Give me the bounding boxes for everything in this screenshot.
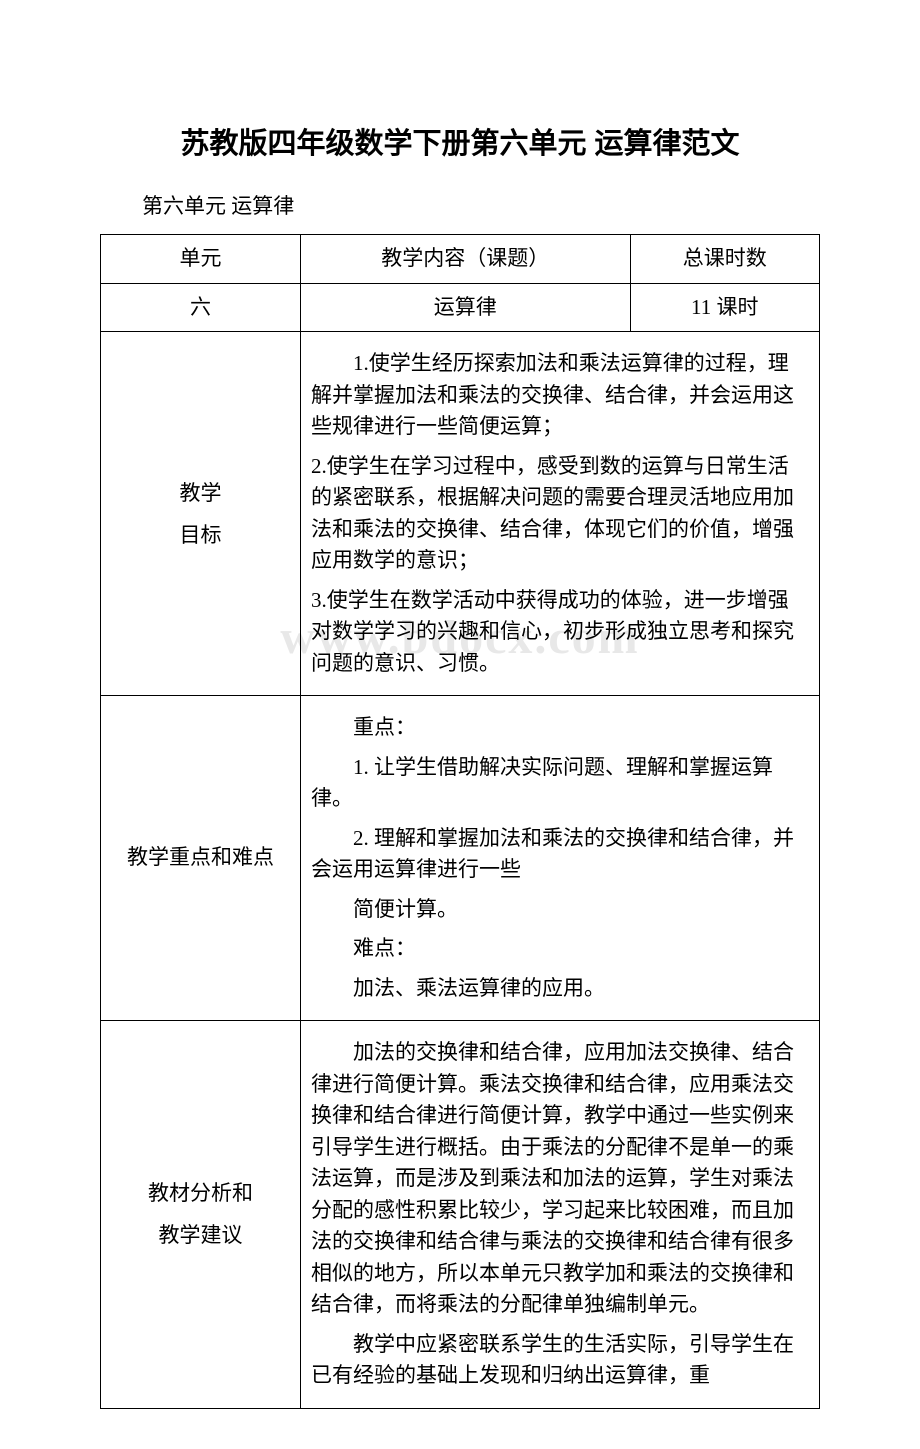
goals-content: 1.使学生经历探索加法和乘法运算律的过程，理解并掌握加法和乘法的交换律、结合律，…	[301, 332, 820, 696]
page-title: 苏教版四年级数学下册第六单元 运算律范文	[100, 120, 820, 162]
cell-hours-value: 11 课时	[630, 283, 819, 332]
goals-p3: 3.使学生在数学活动中获得成功的体验，进一步增强对数学学习的兴趣和信心，初步形成…	[311, 585, 809, 680]
keypoints-p2: 1. 让学生借助解决实际问题、理解和掌握运算律。	[311, 752, 809, 815]
keypoints-label: 教学重点和难点	[101, 696, 301, 1021]
keypoints-p4: 简便计算。	[311, 894, 809, 926]
goals-label-line1: 教学	[180, 481, 222, 505]
header-unit: 单元	[101, 235, 301, 284]
analysis-label: 教材分析和 教学建议	[101, 1021, 301, 1409]
keypoints-p6: 加法、乘法运算律的应用。	[311, 973, 809, 1005]
header-content: 教学内容（课题）	[301, 235, 631, 284]
analysis-p2: 教学中应紧密联系学生的生活实际，引导学生在已有经验的基础上发现和归纳出运算律，重	[311, 1329, 809, 1392]
subtitle: 第六单元 运算律	[100, 190, 820, 220]
analysis-label-line2: 教学建议	[159, 1223, 243, 1247]
analysis-p1: 加法的交换律和结合律，应用加法交换律、结合律进行简便计算。乘法交换律和结合律，应…	[311, 1037, 809, 1321]
cell-unit-value: 六	[101, 283, 301, 332]
goals-p1: 1.使学生经历探索加法和乘法运算律的过程，理解并掌握加法和乘法的交换律、结合律，…	[311, 348, 809, 443]
analysis-label-line1: 教材分析和	[148, 1181, 253, 1205]
goals-label: 教学 目标	[101, 332, 301, 696]
keypoints-p5: 难点：	[311, 933, 809, 965]
keypoints-p1: 重点：	[311, 712, 809, 744]
keypoints-p3: 2. 理解和掌握加法和乘法的交换律和结合律，并会运用运算律进行一些	[311, 823, 809, 886]
lesson-plan-table: 单元 教学内容（课题） 总课时数 六 运算律 11 课时 教学 目标 1.使学生…	[100, 234, 820, 1409]
cell-content-value: 运算律	[301, 283, 631, 332]
table-header-row: 单元 教学内容（课题） 总课时数	[101, 235, 820, 284]
goals-p2: 2.使学生在学习过程中，感受到数的运算与日常生活的紧密联系，根据解决问题的需要合…	[311, 451, 809, 577]
goals-label-line2: 目标	[180, 523, 222, 547]
goals-label-text: 教学 目标	[180, 472, 222, 556]
keypoints-content: 重点： 1. 让学生借助解决实际问题、理解和掌握运算律。 2. 理解和掌握加法和…	[301, 696, 820, 1021]
analysis-content: 加法的交换律和结合律，应用加法交换律、结合律进行简便计算。乘法交换律和结合律，应…	[301, 1021, 820, 1409]
header-hours: 总课时数	[630, 235, 819, 284]
analysis-label-text: 教材分析和 教学建议	[148, 1172, 253, 1256]
table-row-analysis: 教材分析和 教学建议 加法的交换律和结合律，应用加法交换律、结合律进行简便计算。…	[101, 1021, 820, 1409]
table-row-goals: 教学 目标 1.使学生经历探索加法和乘法运算律的过程，理解并掌握加法和乘法的交换…	[101, 332, 820, 696]
table-row-keypoints: 教学重点和难点 重点： 1. 让学生借助解决实际问题、理解和掌握运算律。 2. …	[101, 696, 820, 1021]
table-row-summary: 六 运算律 11 课时	[101, 283, 820, 332]
